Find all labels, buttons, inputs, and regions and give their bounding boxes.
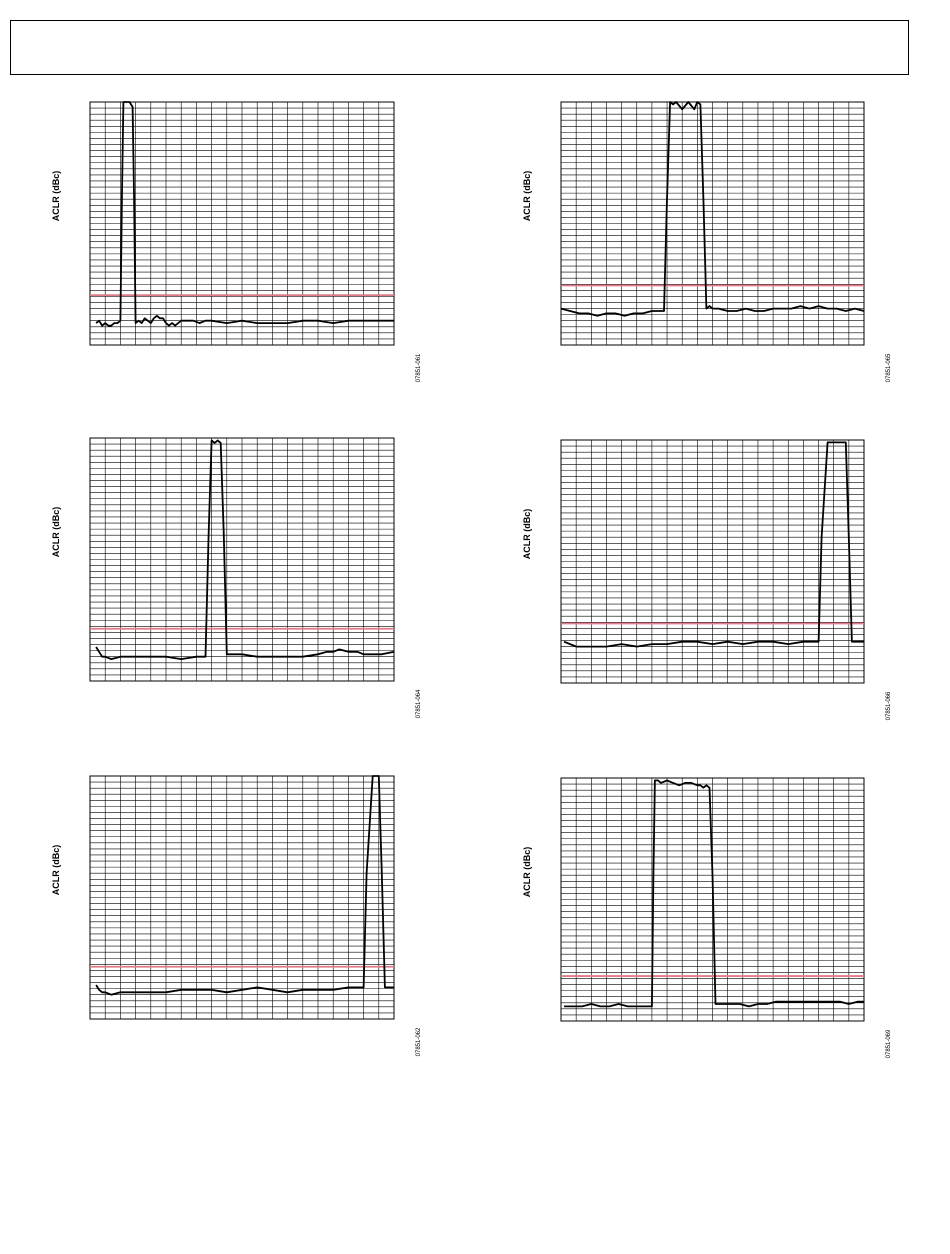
series-line [563,441,864,648]
figure-code: 07851-062 [416,1027,422,1057]
figure-code: 07851-069 [886,1029,892,1059]
y-axis-label: ACLR (dBc) [522,846,532,897]
figure-code: 07851-066 [886,691,892,721]
plot-border [560,777,865,1022]
plot-area [89,437,395,682]
y-axis-label: ACLR (dBc) [522,170,532,221]
y-axis-label: ACLR (dBc) [51,844,61,895]
plot-area [560,777,865,1022]
series-line [95,439,395,661]
series-line [564,779,864,1008]
plot-area [89,775,395,1020]
plot-border [560,439,865,684]
plot-area [560,101,865,346]
header-box [10,20,909,75]
y-axis-label: ACLR (dBc) [522,508,532,559]
plot-border [89,775,395,1020]
plot-border [560,101,865,346]
figure-code: 07851-064 [416,689,422,719]
plot-area [560,439,865,684]
y-axis-label: ACLR (dBc) [51,506,61,557]
figure-code: 07851-065 [886,353,892,383]
plot-border [89,101,395,346]
series-line [560,101,865,317]
plot-border [89,437,395,682]
y-axis-label: ACLR (dBc) [51,170,61,221]
plot-area [89,101,395,346]
series-line [95,775,394,996]
figure-code: 07851-061 [416,353,422,383]
series-line [95,101,394,327]
